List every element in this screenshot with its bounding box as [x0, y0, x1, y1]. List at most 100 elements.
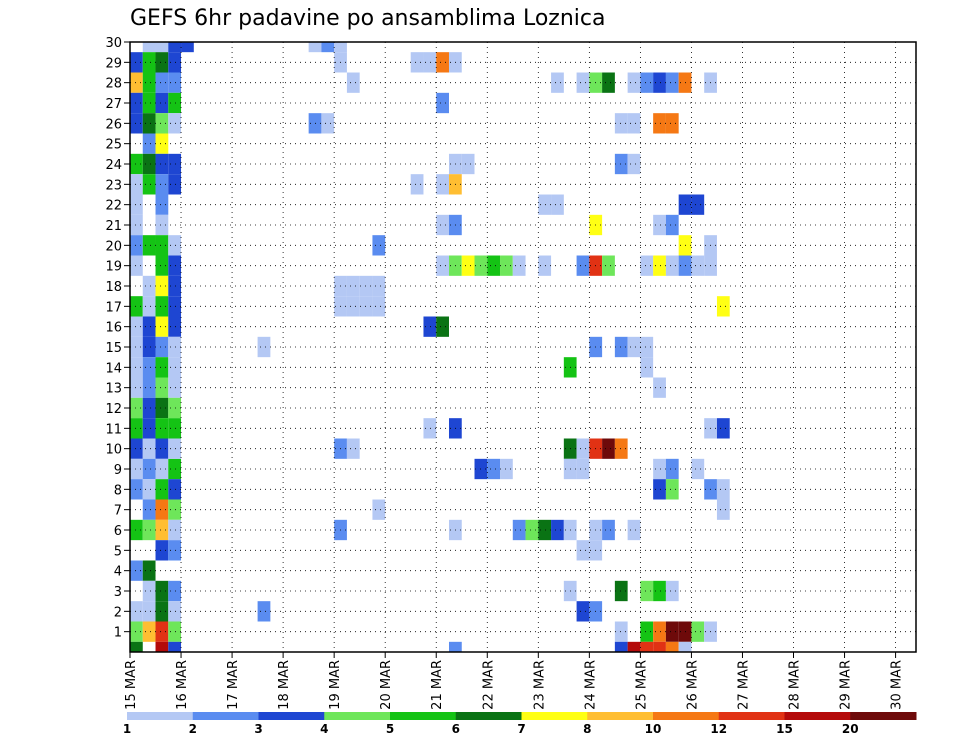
heatmap-cell: [168, 42, 182, 53]
x-tick-label: 19 MAR: [328, 660, 343, 710]
heatmap-cell: [538, 255, 552, 276]
colorbar-swatch: [192, 712, 259, 720]
heatmap-cell: [640, 621, 654, 642]
heatmap-cell: [130, 418, 143, 439]
y-tick-label: 5: [114, 544, 122, 559]
heatmap-cell: [168, 72, 182, 93]
heatmap-cell: [640, 72, 654, 93]
heatmap-cell: [653, 641, 666, 652]
heatmap-cell: [168, 92, 182, 114]
heatmap-cell: [168, 479, 182, 500]
heatmap-cell: [423, 52, 437, 73]
x-tick-label: 30 MAR: [890, 660, 905, 710]
heatmap-cell: [155, 153, 169, 175]
heatmap-cell: [155, 296, 169, 317]
heatmap-cell: [142, 174, 156, 195]
x-tick-label: 25 MAR: [634, 660, 649, 710]
heatmap-cell: [155, 336, 169, 358]
heatmap-cell: [321, 113, 335, 134]
heatmap-cell: [168, 336, 182, 358]
colorbar-label: 7: [517, 722, 525, 736]
colorbar-label: 5: [386, 722, 394, 736]
heatmap-cell: [640, 357, 654, 378]
heatmap-cell: [461, 153, 475, 175]
y-tick-label: 24: [105, 158, 122, 173]
heatmap-cell: [130, 621, 143, 642]
heatmap-cell: [155, 255, 169, 276]
colorbar-swatch: [587, 712, 654, 720]
heatmap-cell: [155, 357, 169, 378]
heatmap-cell: [155, 418, 169, 439]
heatmap-cell: [155, 621, 169, 642]
heatmap-cell: [653, 377, 666, 398]
heatmap-cell: [602, 72, 615, 93]
colorbar-swatch: [850, 712, 917, 720]
heatmap-cell: [614, 580, 628, 602]
heatmap-cell: [653, 214, 666, 236]
heatmap-cell: [487, 458, 501, 480]
heatmap-cell: [168, 438, 182, 459]
heatmap-cell: [142, 499, 156, 520]
heatmap-cell: [436, 214, 449, 236]
heatmap-cell: [576, 255, 590, 276]
y-tick-label: 17: [105, 300, 122, 315]
colorbar-label: 1: [123, 722, 131, 736]
heatmap-cell: [142, 133, 156, 154]
heatmap-cell: [155, 235, 169, 256]
heatmap-cell: [155, 601, 169, 622]
heatmap-cell: [142, 42, 156, 53]
heatmap-cell: [627, 113, 641, 134]
y-tick-label: 19: [105, 260, 122, 275]
y-tick-label: 27: [105, 97, 122, 112]
heatmap-cell: [168, 377, 182, 398]
heatmap-cell: [346, 438, 360, 459]
heatmap-cell: [155, 519, 169, 541]
heatmap-cell: [602, 438, 615, 459]
heatmap-cell: [155, 641, 169, 652]
y-tick-label: 14: [105, 361, 122, 376]
heatmap-cell: [168, 235, 182, 256]
heatmap-cell: [576, 72, 590, 93]
chart-title: GEFS 6hr padavine po ansamblima Loznica: [130, 6, 606, 31]
heatmap-cell: [308, 42, 322, 53]
heatmap-cell: [627, 153, 641, 175]
heatmap-cell: [142, 316, 156, 337]
heatmap-cell: [716, 499, 730, 520]
colorbar-swatch: [653, 712, 720, 720]
heatmap-cell: [614, 113, 628, 134]
heatmap-cell: [640, 641, 654, 652]
heatmap-cell: [168, 499, 182, 520]
colorbar-swatch: [718, 712, 785, 720]
y-axis-ticks: 1234567891011121314151617181920212223242…: [105, 36, 130, 641]
x-axis-ticks: 15 MAR 16 MAR 17 MAR 18 MAR 19 MAR 20 MAR 21 M…: [124, 652, 905, 710]
heatmap-cell: [142, 479, 156, 500]
heatmap-cell: [500, 458, 513, 480]
heatmap-cell: [130, 458, 143, 480]
y-tick-label: 23: [105, 178, 122, 193]
heatmap-cell: [168, 418, 182, 439]
heatmap-cell: [142, 296, 156, 317]
heatmap-cell: [665, 72, 679, 93]
heatmap-cell: [142, 560, 156, 581]
heatmap-cell: [142, 377, 156, 398]
heatmap-cell: [487, 255, 501, 276]
heatmap-cell: [614, 153, 628, 175]
heatmap-cell: [410, 52, 424, 73]
colorbar-swatch: [258, 712, 325, 720]
heatmap-cell: [410, 174, 424, 195]
heatmap-cell: [716, 479, 730, 500]
heatmap-cell: [155, 438, 169, 459]
y-tick-label: 30: [105, 36, 122, 51]
y-tick-label: 11: [105, 422, 122, 437]
y-tick-label: 8: [114, 483, 122, 498]
heatmap-cell: [640, 336, 654, 358]
heatmap-cell: [168, 397, 182, 419]
heatmap-cell: [168, 641, 182, 652]
plot-frame: [129, 41, 917, 653]
heatmap-cell: [653, 621, 666, 642]
heatmap-cell: [461, 255, 475, 276]
heatmap-cell: [142, 52, 156, 73]
heatmap-cell: [576, 601, 590, 622]
heatmap-cell: [576, 438, 590, 459]
heatmap-cell: [321, 42, 335, 53]
